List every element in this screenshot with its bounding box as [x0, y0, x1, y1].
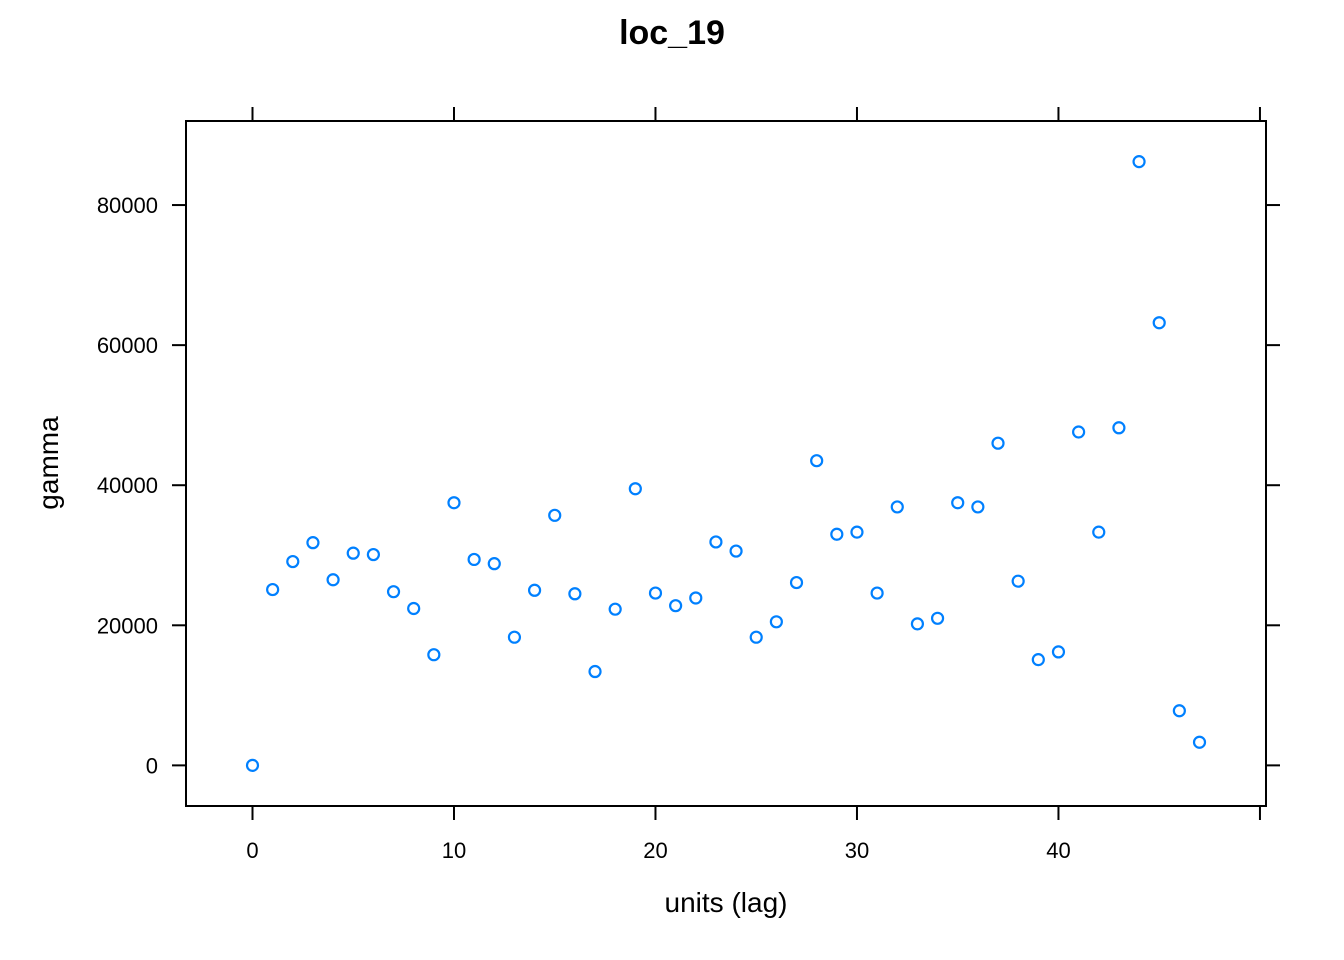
data-point — [709, 535, 723, 549]
data-point — [588, 664, 602, 679]
data-point — [568, 587, 582, 601]
data-point — [326, 573, 340, 587]
data-point — [830, 527, 844, 541]
data-point — [870, 586, 884, 600]
data-point — [689, 591, 703, 605]
data-point — [749, 630, 763, 644]
data-point — [366, 547, 380, 562]
data-point — [286, 554, 300, 569]
data-point — [487, 557, 501, 571]
x-tick-label: 30 — [845, 838, 869, 863]
data-point — [971, 500, 985, 514]
data-point — [407, 601, 421, 616]
y-tick-label: 20000 — [97, 613, 158, 638]
data-point — [427, 648, 441, 662]
data-point — [810, 454, 824, 468]
y-axis: 0 20000 40000 60000 80000 — [97, 193, 1280, 778]
data-point — [951, 496, 965, 510]
data-point — [991, 436, 1005, 450]
y-tick-label: 80000 — [97, 193, 158, 218]
data-point — [1112, 421, 1126, 435]
chart-title: loc_19 — [619, 14, 725, 52]
data-point — [850, 525, 864, 539]
data-point — [346, 546, 360, 560]
data-point — [729, 544, 743, 558]
data-point — [1132, 155, 1146, 169]
data-point — [548, 508, 562, 522]
data-point — [769, 615, 783, 629]
data-point — [608, 602, 622, 616]
y-tick-label: 0 — [146, 753, 158, 778]
x-axis: 0 10 20 30 40 — [246, 107, 1261, 863]
x-axis-label: units (lag) — [665, 887, 788, 918]
data-point — [1192, 735, 1207, 749]
data-point — [910, 617, 925, 631]
y-tick-label: 60000 — [97, 333, 158, 358]
data-point — [467, 552, 481, 567]
data-point — [245, 758, 260, 772]
data-point — [306, 536, 320, 550]
data-point — [1152, 316, 1166, 330]
y-tick-label: 40000 — [97, 473, 158, 498]
data-point — [1051, 645, 1066, 659]
x-tick-label: 10 — [442, 838, 466, 863]
data-point — [447, 496, 461, 510]
data-points — [245, 155, 1207, 772]
data-point — [1092, 525, 1106, 539]
data-point — [527, 583, 542, 597]
data-point — [1011, 574, 1025, 588]
data-point — [1031, 653, 1045, 667]
data-point — [386, 585, 401, 599]
plot-frame — [185, 120, 1267, 807]
x-tick-label: 0 — [246, 838, 258, 863]
x-tick-label: 40 — [1046, 838, 1070, 863]
data-point — [266, 582, 280, 597]
data-point — [1072, 425, 1086, 439]
data-point — [507, 630, 522, 644]
x-tick-label: 20 — [643, 838, 667, 863]
data-point — [628, 482, 642, 496]
data-point — [890, 500, 904, 514]
data-point — [648, 586, 663, 600]
y-axis-label: gamma — [33, 416, 64, 510]
data-point — [930, 611, 945, 625]
data-point — [1172, 704, 1186, 718]
data-point — [789, 575, 804, 590]
data-point — [669, 599, 683, 613]
